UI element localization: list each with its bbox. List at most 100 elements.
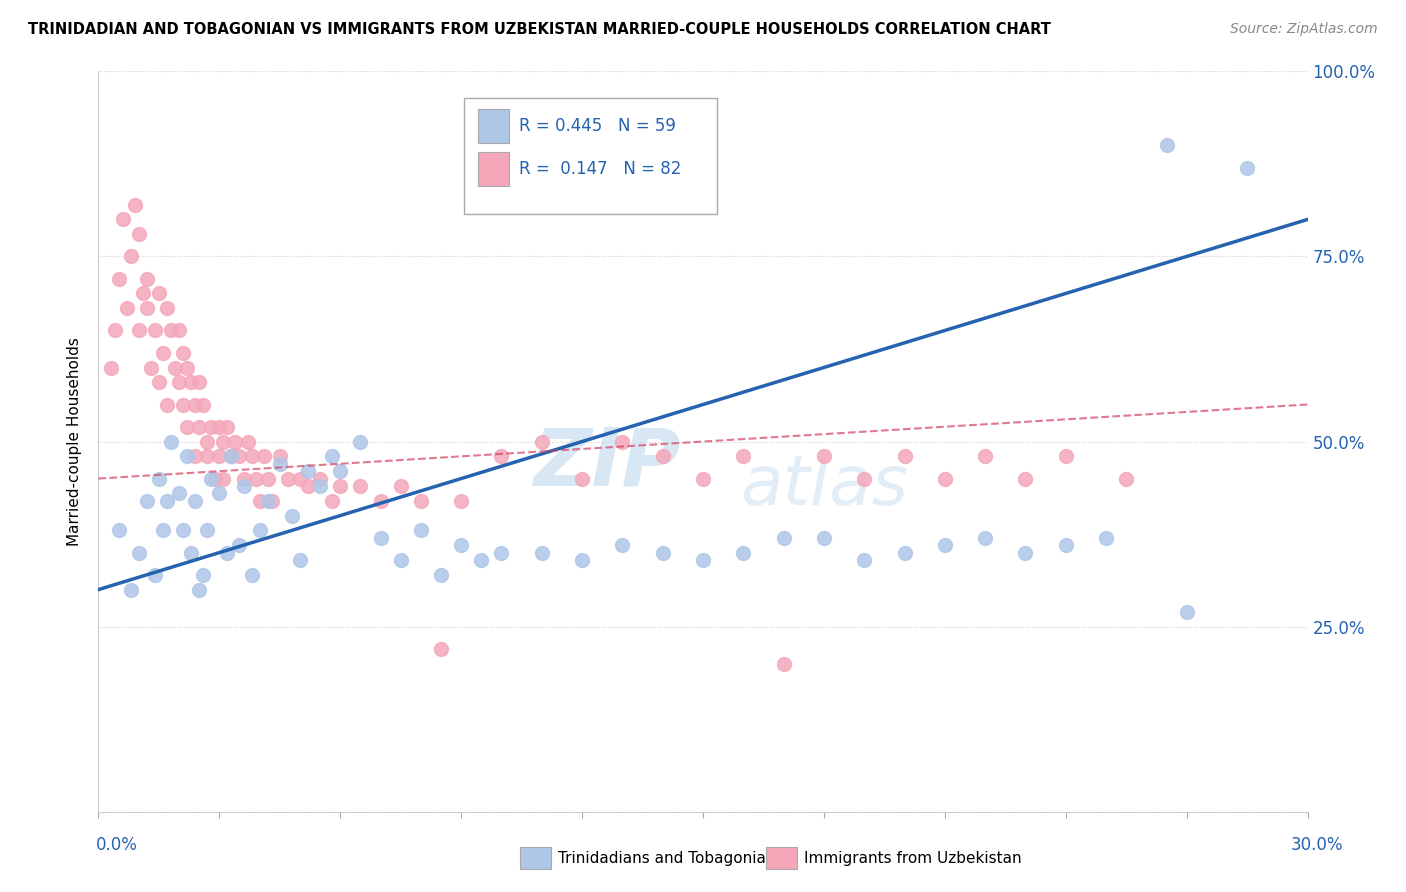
Point (389, 553, 412, 567)
Point (128, 546, 150, 560)
Point (321, 493, 343, 508)
Point (297, 479, 319, 493)
Point (128, 227, 150, 242)
Point (934, 472, 956, 486)
Text: ZIP: ZIP (533, 425, 681, 503)
Point (530, 546, 553, 560)
Point (692, 553, 714, 567)
Point (152, 524, 174, 538)
Text: atlas: atlas (740, 452, 908, 519)
Point (156, 493, 179, 508)
Point (409, 524, 432, 538)
Point (167, 324, 190, 338)
Point (228, 538, 250, 552)
Point (309, 472, 332, 486)
Text: R = 0.445   N = 59: R = 0.445 N = 59 (519, 117, 676, 135)
Point (195, 450, 218, 464)
Point (389, 479, 412, 493)
Point (329, 464, 352, 478)
Point (176, 360, 198, 375)
Point (208, 419, 231, 434)
Point (256, 472, 278, 486)
Point (470, 553, 492, 567)
Point (224, 434, 246, 449)
Point (450, 493, 472, 508)
Point (188, 582, 211, 597)
Point (160, 434, 183, 449)
Point (135, 493, 157, 508)
Point (692, 472, 714, 486)
Point (236, 434, 259, 449)
Point (1236, 161, 1258, 175)
Point (208, 450, 231, 464)
Point (853, 553, 876, 567)
Point (128, 324, 150, 338)
Point (256, 493, 278, 508)
Point (115, 301, 138, 316)
Point (349, 479, 371, 493)
Point (813, 531, 835, 545)
Point (571, 472, 593, 486)
Point (100, 360, 122, 375)
Point (370, 493, 392, 508)
Point (893, 450, 915, 464)
Point (184, 398, 207, 412)
Point (370, 531, 392, 545)
Point (156, 301, 179, 316)
Point (893, 546, 915, 560)
Point (813, 450, 835, 464)
Point (409, 493, 432, 508)
Y-axis label: Married-couple Households: Married-couple Households (67, 337, 83, 546)
Point (221, 450, 243, 464)
Point (651, 450, 673, 464)
Point (193, 398, 215, 412)
Point (124, 197, 146, 211)
Point (217, 419, 239, 434)
Point (200, 472, 222, 486)
Point (193, 567, 215, 582)
Point (253, 450, 276, 464)
Point (612, 434, 634, 449)
Point (249, 493, 271, 508)
Point (204, 472, 226, 486)
Point (309, 479, 332, 493)
Point (612, 538, 634, 552)
Point (249, 524, 271, 538)
Point (1156, 138, 1178, 153)
Point (200, 419, 222, 434)
Point (260, 493, 283, 508)
Point (571, 553, 593, 567)
Point (148, 376, 170, 390)
Point (329, 479, 352, 493)
Point (156, 398, 179, 412)
Point (974, 450, 997, 464)
Point (232, 472, 254, 486)
Point (184, 450, 207, 464)
Point (180, 546, 202, 560)
Point (1054, 450, 1077, 464)
Point (321, 450, 343, 464)
Point (772, 531, 794, 545)
Point (167, 376, 190, 390)
Point (269, 450, 291, 464)
Point (349, 434, 371, 449)
Point (240, 567, 263, 582)
Point (228, 450, 250, 464)
Point (111, 212, 134, 227)
Point (135, 271, 157, 285)
Point (974, 531, 997, 545)
Point (212, 472, 235, 486)
Point (530, 434, 553, 449)
Text: 0.0%: 0.0% (96, 836, 138, 854)
Point (288, 472, 311, 486)
Point (180, 376, 202, 390)
Point (172, 398, 194, 412)
Text: Immigrants from Uzbekistan: Immigrants from Uzbekistan (804, 851, 1022, 865)
Point (208, 486, 231, 500)
Point (120, 250, 142, 264)
Point (1014, 472, 1036, 486)
Point (297, 464, 319, 478)
Point (120, 582, 142, 597)
Point (135, 301, 157, 316)
Point (430, 567, 453, 582)
